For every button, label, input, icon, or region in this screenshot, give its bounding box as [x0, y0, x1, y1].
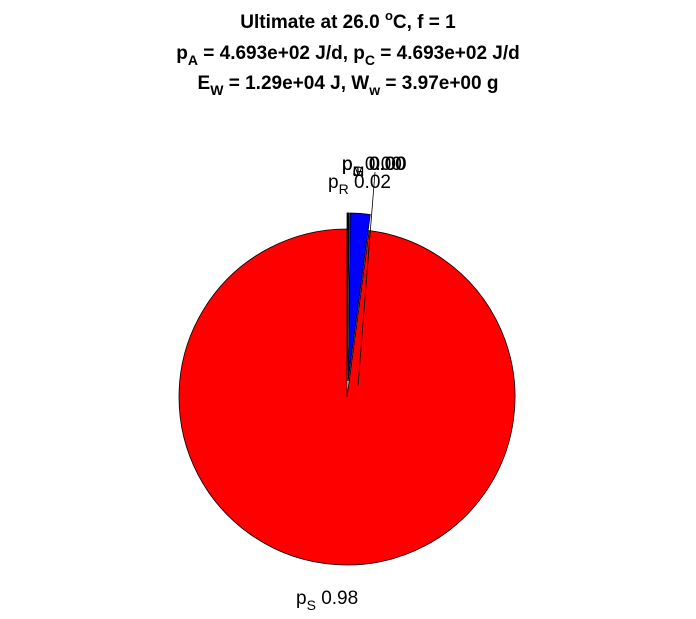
pie-slice-j: [346, 212, 349, 382]
pie-label-m: pM 0.00: [342, 154, 407, 179]
title-line-2: pA = 4.693e+02 J/d, pC = 4.693e+02 J/d: [176, 43, 520, 68]
pie-label-j: pJ 0.00: [342, 154, 402, 179]
leader-line: [357, 171, 376, 387]
pie-slice-r: [347, 212, 371, 382]
pie-label-g: pG 0.00: [342, 154, 406, 179]
title-line-1: Ultimate at 26.0 oC, f = 1: [240, 8, 456, 33]
pie-label-r: pR 0.02: [328, 172, 391, 197]
pie-label-s: pS 0.98: [296, 588, 358, 613]
chart-title: Ultimate at 26.0 oC, f = 1 pA = 4.693e+0…: [0, 8, 696, 99]
pie-slice-s: [178, 228, 516, 566]
title-line-3: EW = 1.29e+04 J, Ww = 3.97e+00 g: [197, 73, 499, 98]
